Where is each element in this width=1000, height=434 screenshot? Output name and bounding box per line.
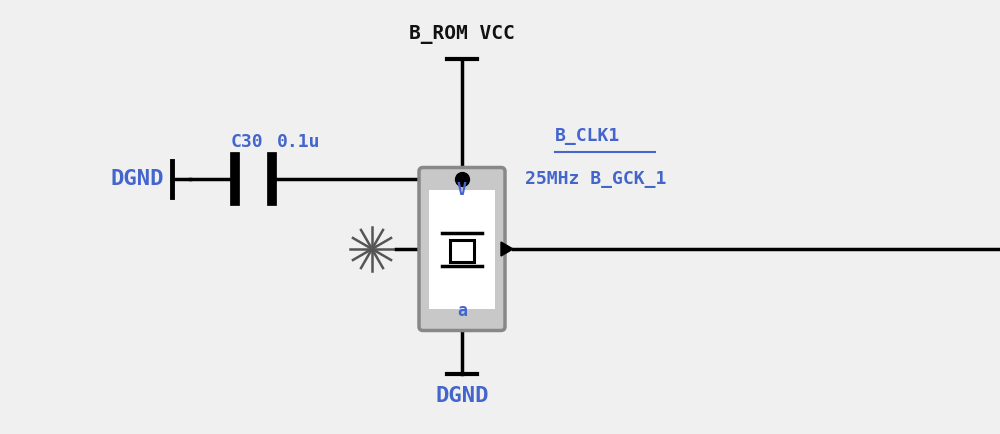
- Text: DGND: DGND: [435, 386, 489, 406]
- Text: B_ROM VCC: B_ROM VCC: [409, 25, 515, 44]
- Text: B_CLK1: B_CLK1: [555, 127, 620, 145]
- Polygon shape: [501, 242, 513, 256]
- Bar: [450, 240, 474, 262]
- Bar: [429, 190, 495, 309]
- Text: DGND: DGND: [110, 169, 164, 189]
- Text: a: a: [457, 302, 467, 319]
- Text: 25MHz B_GCK_1: 25MHz B_GCK_1: [525, 170, 666, 188]
- Text: C30: C30: [231, 133, 264, 151]
- FancyBboxPatch shape: [419, 168, 505, 331]
- Text: 0.1u: 0.1u: [277, 133, 320, 151]
- Text: V: V: [457, 181, 467, 198]
